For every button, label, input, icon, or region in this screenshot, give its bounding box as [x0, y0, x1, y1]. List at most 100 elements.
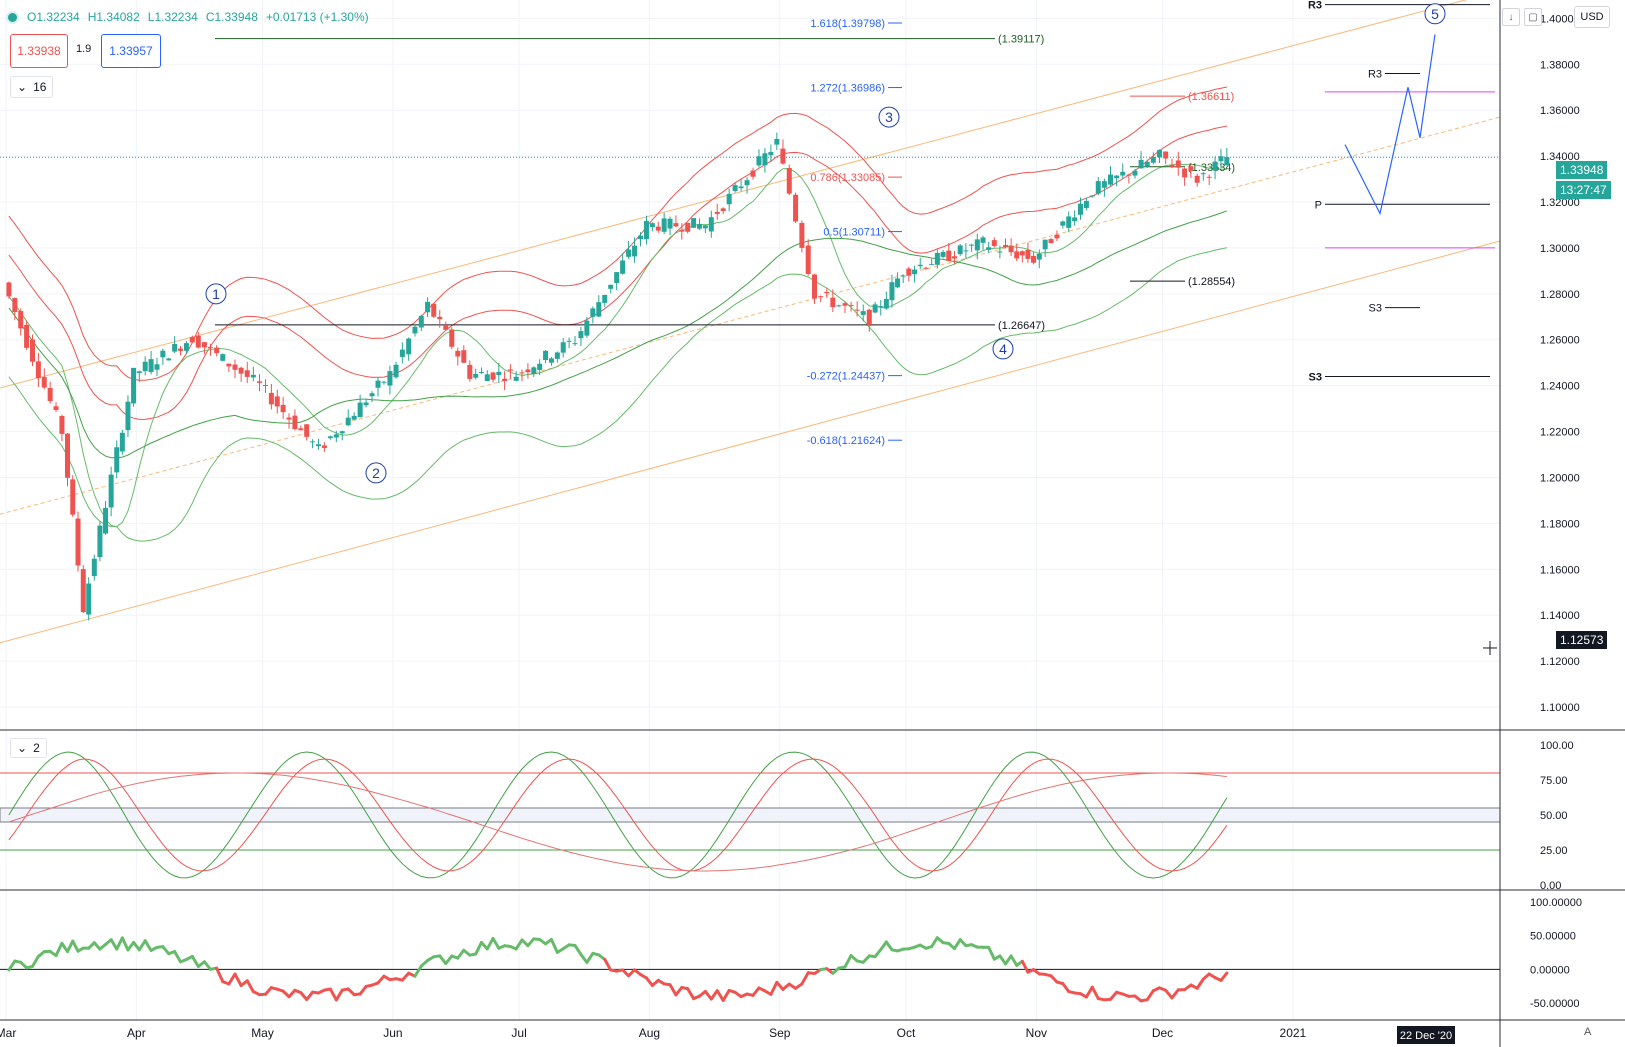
momentum-segment	[987, 945, 996, 961]
ohlc-open: O1.32234	[27, 10, 80, 24]
candle-body	[321, 445, 327, 449]
candle-body	[638, 235, 644, 240]
candle-body	[339, 431, 345, 434]
indicator-legend-1[interactable]: ⌄ 16	[10, 76, 54, 98]
level-label: (1.33534)	[1188, 162, 1235, 174]
indicator-legend-2[interactable]: ⌄ 2	[10, 738, 47, 758]
candle-body	[35, 361, 41, 379]
time-tick-label: Oct	[897, 1026, 916, 1040]
momentum-segment	[444, 954, 454, 966]
maximize-icon[interactable]: ▢	[1524, 8, 1542, 26]
candle-body	[519, 372, 525, 374]
candle-body	[1108, 174, 1114, 185]
candle-body	[923, 267, 929, 269]
candle-body	[836, 305, 842, 307]
candle-body	[974, 239, 980, 251]
candle-body	[906, 268, 912, 276]
sell-button[interactable]: 1.33938	[10, 34, 68, 68]
time-tick-label: Dec	[1152, 1026, 1173, 1040]
momentum-tick-label: 0.00000	[1530, 964, 1570, 976]
momentum-segment	[173, 950, 183, 964]
momentum-segment	[485, 936, 495, 951]
candle-body	[818, 296, 824, 298]
candle-body	[310, 441, 316, 443]
candle-body	[1014, 251, 1020, 259]
momentum-segment	[585, 951, 595, 964]
candle-body	[572, 343, 578, 345]
price-tick-label: 1.40000	[1540, 13, 1580, 25]
currency-button[interactable]: USD	[1574, 6, 1610, 28]
candle-body	[136, 371, 142, 374]
candle-body	[1218, 156, 1224, 162]
candle-body	[1150, 157, 1156, 163]
candle-body	[214, 347, 220, 354]
momentum-segment	[474, 940, 483, 956]
candle-body	[578, 331, 584, 339]
auto-scale-button[interactable]: A	[1584, 1026, 1592, 1038]
upper-band-line	[8, 86, 1227, 381]
candle-body	[812, 274, 818, 299]
time-tick-label: Jul	[511, 1026, 526, 1040]
momentum-segment	[334, 988, 344, 1002]
candle-body	[917, 264, 923, 267]
fib-label: 0.786(1.33085)	[810, 172, 885, 184]
osc-tick-label: 50.00	[1540, 810, 1568, 822]
channel-upper-line	[0, 0, 1468, 389]
momentum-segment	[1090, 985, 1100, 1001]
candle-body	[799, 222, 805, 248]
candle-body	[1048, 239, 1054, 244]
buy-button[interactable]: 1.33957	[101, 34, 161, 68]
candle-body	[584, 320, 590, 336]
candle-body	[114, 447, 120, 473]
ohlc-low: L1.32234	[147, 10, 198, 24]
channel-lower-line	[0, 240, 1501, 644]
candle-body	[1078, 203, 1083, 215]
candle-body	[1060, 221, 1066, 226]
candle-body	[103, 507, 109, 534]
candle-body	[91, 558, 97, 577]
candle-body	[24, 324, 30, 348]
slow-ma-line	[8, 210, 1228, 459]
candle-body	[866, 309, 872, 326]
candle-body	[531, 367, 537, 374]
candle-body	[333, 434, 339, 438]
candle-body	[1182, 168, 1188, 178]
price-tick-label: 1.10000	[1540, 702, 1580, 714]
candle-body	[590, 308, 596, 317]
candle-body	[1072, 217, 1078, 222]
candle-body	[1031, 255, 1037, 263]
momentum-segment	[30, 954, 40, 968]
momentum-segment	[1219, 971, 1229, 982]
momentum-segment	[703, 989, 713, 1001]
candle-body	[732, 185, 738, 191]
momentum-tick-label: 50.00000	[1530, 931, 1576, 943]
candle-body	[525, 369, 531, 373]
candle-body	[957, 245, 963, 255]
candle-body	[268, 392, 274, 405]
bar-countdown-label: 13:27:47	[1556, 181, 1611, 199]
channel-mid-line	[0, 116, 1501, 515]
fib-label: 1.618(1.39798)	[810, 18, 885, 30]
price-tick-label: 1.38000	[1540, 59, 1580, 71]
collapse-chevron-icon[interactable]: ⌄	[17, 741, 28, 755]
wave-marker	[1424, 3, 1446, 25]
candle-body	[142, 361, 148, 372]
candle-body	[496, 371, 502, 376]
stoch-k-line	[8, 751, 1228, 879]
collapse-chevron-icon[interactable]: ⌄	[17, 80, 28, 94]
candle-body	[649, 223, 655, 228]
candle-body	[154, 364, 160, 370]
momentum-tick-label: -50.00000	[1530, 998, 1580, 1010]
candle-body	[406, 338, 412, 355]
time-tick-label: 2021	[1280, 1026, 1307, 1040]
fast-ma-line	[8, 163, 1227, 528]
candle-body	[951, 256, 957, 259]
candle-body	[554, 352, 560, 359]
arrow-down-icon[interactable]: ↓	[1502, 8, 1520, 26]
candle-body	[1042, 239, 1048, 250]
osc-tick-label: 75.00	[1540, 775, 1568, 787]
candle-body	[934, 252, 940, 265]
momentum-segment	[66, 939, 75, 954]
momentum-segment	[233, 972, 243, 988]
